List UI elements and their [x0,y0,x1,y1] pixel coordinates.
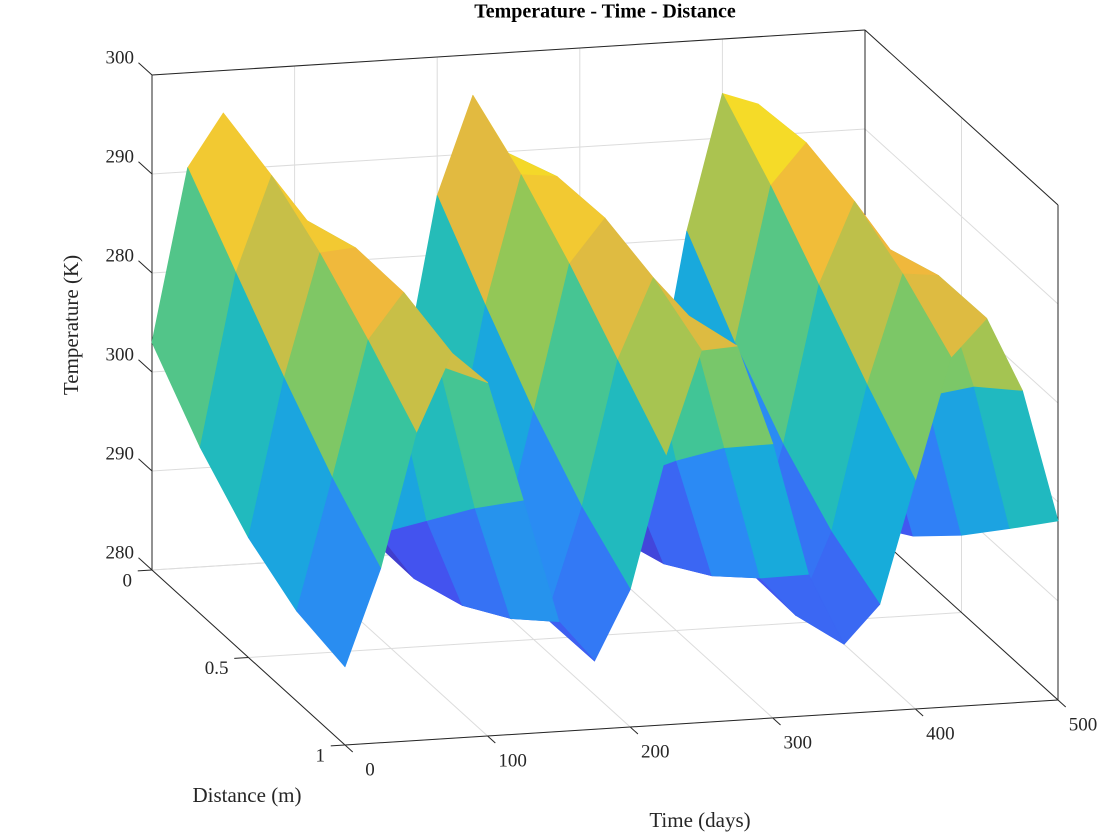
y-tick-label: 0.5 [205,658,229,679]
surface-patch [296,477,382,668]
chart-title: Temperature - Time - Distance [474,1,736,23]
x-tick-label: 300 [784,732,813,753]
x-tick-label: 500 [1069,714,1098,735]
axis-line [864,524,1059,701]
x-tick [772,717,781,726]
y-tick [330,744,346,747]
surface [151,93,1059,668]
z-tick-label: 280 [106,245,135,266]
axis-line [151,29,866,76]
y-axis-label: Distance (m) [192,783,301,807]
z-tick [138,62,153,76]
x-tick-label: 100 [498,750,527,771]
z-axis-label: Temperature (K) [59,255,83,395]
y-tick [137,569,153,572]
axis-line [344,699,1059,746]
y-tick [234,657,249,659]
z-tick-label: 290 [106,146,135,167]
x-axis-label: Time (days) [649,808,750,832]
x-tick [1057,699,1067,708]
labels: 0 100 200 300 400 500 0 0.5 1 280 290 300 280 290 300 [106,47,1098,780]
x-tick [344,744,354,753]
x-tick-label: 200 [641,741,670,762]
z-tick-label: 300 [106,344,135,365]
axis-line [864,29,1059,206]
x-tick [915,708,924,717]
z-tick [138,458,153,472]
z-tick [138,557,153,571]
x-tick-label: 0 [365,759,375,780]
z-tick [138,260,153,274]
z-tick [138,161,153,175]
x-tick-label: 400 [926,723,955,744]
z-tick [138,359,153,373]
z-tick-label: 300 [106,47,135,68]
x-tick [487,735,496,744]
y-tick-label: 0 [123,570,133,591]
z-tick-label: 280 [106,542,135,563]
x-tick [629,726,639,735]
grid-line [864,128,1059,305]
z-tick-label: 290 [106,443,135,464]
axes-box [151,29,1059,746]
y-tick-label: 1 [316,745,326,766]
